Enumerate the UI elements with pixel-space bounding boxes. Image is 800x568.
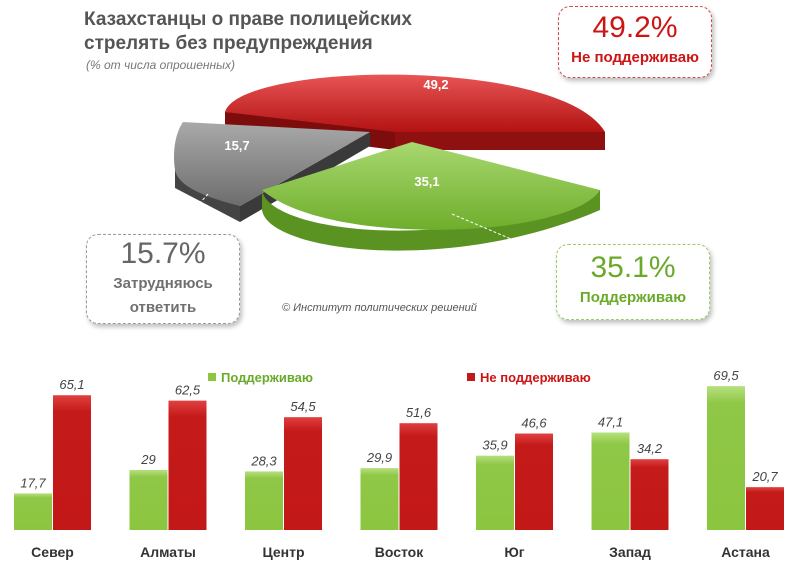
bar-value-support: 29,9 bbox=[366, 450, 392, 465]
category-label: Север bbox=[31, 544, 74, 560]
legend-swatch-oppose bbox=[467, 373, 475, 381]
bar-support bbox=[245, 471, 283, 530]
callout-oppose-pct: 49.2% bbox=[592, 11, 678, 44]
category-label: Восток bbox=[375, 544, 424, 560]
bar-value-oppose: 65,1 bbox=[59, 377, 84, 392]
legend-label-oppose: Не поддерживаю bbox=[480, 370, 591, 385]
pie-slice-oppose bbox=[225, 74, 605, 150]
callout-support: 35.1% Поддерживаю bbox=[556, 244, 710, 320]
pie-label-support: 35,1 bbox=[414, 174, 439, 189]
bar-value-support: 28,3 bbox=[250, 453, 277, 468]
source-credit: © Институт политических решений bbox=[282, 302, 477, 314]
bar-support bbox=[591, 432, 630, 530]
legend-item-oppose: Не поддерживаю bbox=[467, 370, 591, 385]
callout-oppose-label: Не поддерживаю bbox=[571, 49, 699, 66]
bar-oppose bbox=[746, 487, 784, 530]
bar-value-oppose: 20,7 bbox=[751, 469, 778, 484]
bar-value-support: 69,5 bbox=[713, 368, 739, 383]
bar-support bbox=[707, 386, 745, 530]
leader-line-undecided bbox=[171, 193, 209, 235]
bar-oppose bbox=[515, 433, 553, 530]
bar-value-oppose: 54,5 bbox=[290, 399, 316, 414]
callout-undecided-label-line2: ответить bbox=[129, 299, 197, 316]
callout-oppose: 49.2% Не поддерживаю bbox=[558, 6, 712, 78]
pie-label-undecided: 15,7 bbox=[224, 138, 249, 153]
bar-oppose bbox=[168, 400, 207, 530]
category-label: Запад bbox=[609, 544, 651, 560]
legend-item-support: Поддерживаю bbox=[208, 370, 313, 385]
bar-support bbox=[476, 455, 514, 530]
bar-oppose bbox=[53, 395, 91, 530]
bar-value-oppose: 62,5 bbox=[175, 383, 201, 398]
chart-title: Казахстанцы о праве полицейских стрелять… bbox=[84, 9, 413, 54]
callout-undecided-pct: 15.7% bbox=[120, 237, 206, 270]
callout-undecided: 15.7% Затрудняюсь ответить bbox=[86, 234, 240, 324]
bar-value-support: 47,1 bbox=[598, 415, 623, 430]
leader-line-support bbox=[451, 213, 557, 259]
bar-oppose bbox=[399, 423, 438, 530]
bar-value-oppose: 34,2 bbox=[637, 441, 663, 456]
pie-label-oppose: 49,2 bbox=[423, 77, 448, 92]
category-label: Юг bbox=[504, 544, 524, 560]
category-label: Алматы bbox=[140, 544, 196, 560]
callout-support-label: Поддерживаю bbox=[579, 289, 687, 306]
bar-value-support: 29 bbox=[140, 452, 155, 467]
chart-subtitle: (% от числа опрошенных) bbox=[86, 58, 235, 72]
legend-label-support: Поддерживаю bbox=[221, 370, 313, 385]
bar-support bbox=[129, 469, 168, 530]
bar-value-oppose: 51,6 bbox=[406, 405, 432, 420]
pie-slice-support bbox=[262, 142, 600, 251]
category-label: Астана bbox=[721, 544, 770, 560]
bar-oppose bbox=[630, 459, 669, 530]
leader-line-oppose bbox=[511, 43, 557, 71]
bar-value-support: 17,7 bbox=[20, 475, 46, 490]
bar-value-oppose: 46,6 bbox=[521, 416, 547, 431]
callout-support-pct: 35.1% bbox=[590, 251, 676, 284]
bar-value-support: 35,9 bbox=[482, 438, 507, 453]
bar-support bbox=[14, 493, 52, 530]
legend-swatch-support bbox=[208, 373, 216, 381]
callout-undecided-label-line1: Затрудняюсь bbox=[113, 275, 213, 292]
bar-oppose bbox=[284, 417, 322, 530]
bar-support bbox=[360, 468, 399, 530]
bar-chart: 17,7 65,1 Север 29 62,5 Алматы 28,3 54,5 Центр 29… bbox=[14, 368, 784, 560]
category-label: Центр bbox=[262, 544, 304, 560]
